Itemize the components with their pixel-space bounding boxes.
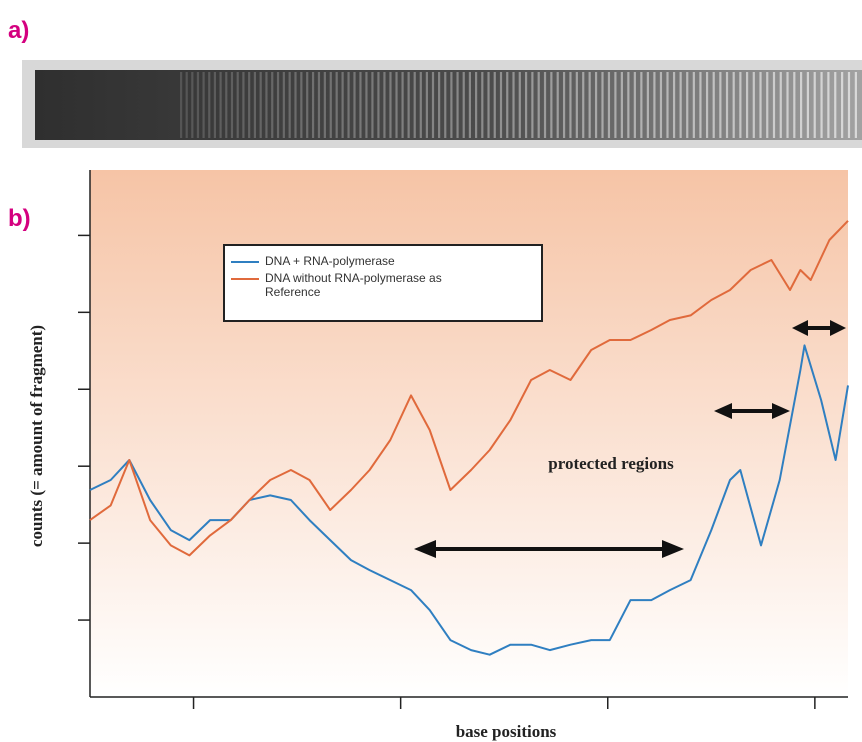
legend-swatch [231,278,259,280]
legend-swatch [231,261,259,263]
legend-label: DNA + RNA-polymerase [265,254,465,268]
annotation: protected regions [548,454,674,473]
legend-label: DNA without RNA-polymerase as Reference [265,271,465,299]
x-axis-label: base positions [456,722,557,741]
gel-image [22,60,862,148]
panel-label: b) [8,205,31,232]
legend: DNA + RNA-polymerase DNA without RNA-poly… [223,244,543,322]
chart: a) b) counts (= amount of fragment) base… [0,0,862,742]
panel-label: a) [8,17,29,44]
legend-item: DNA + RNA-polymerase [231,254,535,268]
y-axis-label: counts (= amount of fragment) [27,325,46,547]
figure: a) b) counts (= amount of fragment) base… [0,0,862,742]
legend-item: DNA without RNA-polymerase as Reference [231,271,535,299]
